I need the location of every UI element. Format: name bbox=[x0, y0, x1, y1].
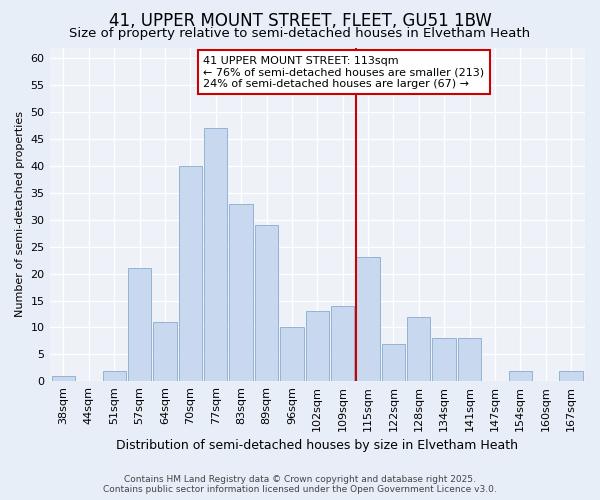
Bar bbox=[458, 338, 481, 382]
Bar bbox=[154, 322, 176, 382]
Bar bbox=[382, 344, 405, 382]
Bar bbox=[280, 328, 304, 382]
X-axis label: Distribution of semi-detached houses by size in Elvetham Heath: Distribution of semi-detached houses by … bbox=[116, 440, 518, 452]
Bar bbox=[204, 128, 227, 382]
Bar bbox=[103, 370, 126, 382]
Bar bbox=[509, 370, 532, 382]
Bar bbox=[255, 225, 278, 382]
Text: 41 UPPER MOUNT STREET: 113sqm
← 76% of semi-detached houses are smaller (213)
24: 41 UPPER MOUNT STREET: 113sqm ← 76% of s… bbox=[203, 56, 484, 89]
Bar bbox=[331, 306, 355, 382]
Bar bbox=[559, 370, 583, 382]
Text: Contains HM Land Registry data © Crown copyright and database right 2025.
Contai: Contains HM Land Registry data © Crown c… bbox=[103, 474, 497, 494]
Y-axis label: Number of semi-detached properties: Number of semi-detached properties bbox=[15, 112, 25, 318]
Bar bbox=[229, 204, 253, 382]
Bar bbox=[433, 338, 456, 382]
Bar bbox=[179, 166, 202, 382]
Bar bbox=[128, 268, 151, 382]
Text: Size of property relative to semi-detached houses in Elvetham Heath: Size of property relative to semi-detach… bbox=[70, 28, 530, 40]
Text: 41, UPPER MOUNT STREET, FLEET, GU51 1BW: 41, UPPER MOUNT STREET, FLEET, GU51 1BW bbox=[109, 12, 491, 30]
Bar bbox=[305, 312, 329, 382]
Bar bbox=[356, 258, 380, 382]
Bar bbox=[52, 376, 75, 382]
Bar bbox=[407, 316, 430, 382]
